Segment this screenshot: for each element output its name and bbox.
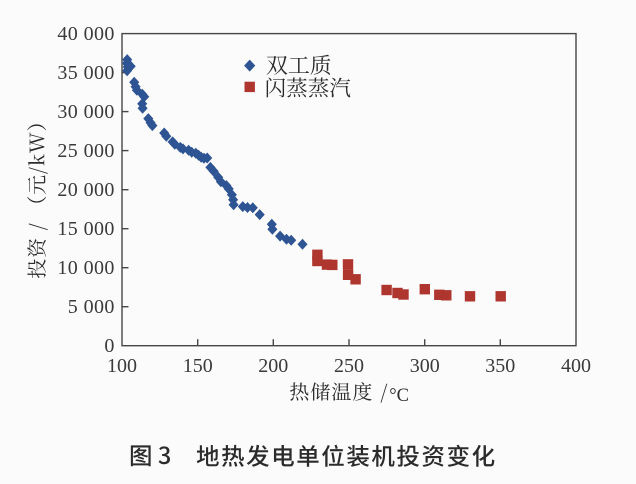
svg-text:40 000: 40 000 (57, 23, 114, 45)
svg-text:400: 400 (561, 355, 591, 377)
svg-text:350: 350 (485, 355, 515, 377)
svg-text:30 000: 30 000 (57, 101, 114, 123)
svg-text:100: 100 (107, 355, 137, 377)
svg-text:15 000: 15 000 (57, 218, 114, 240)
svg-text:250: 250 (334, 355, 364, 377)
svg-text:20 000: 20 000 (57, 179, 114, 201)
svg-text:0: 0 (104, 335, 114, 357)
svg-text:°C: °C (389, 386, 409, 406)
svg-text:150: 150 (183, 355, 213, 377)
svg-text:35 000: 35 000 (57, 62, 114, 84)
svg-text:25 000: 25 000 (57, 140, 114, 162)
svg-text:300: 300 (410, 355, 440, 377)
svg-text:10 000: 10 000 (57, 257, 114, 279)
svg-text:5 000: 5 000 (68, 296, 115, 318)
svg-text:200: 200 (258, 355, 288, 377)
